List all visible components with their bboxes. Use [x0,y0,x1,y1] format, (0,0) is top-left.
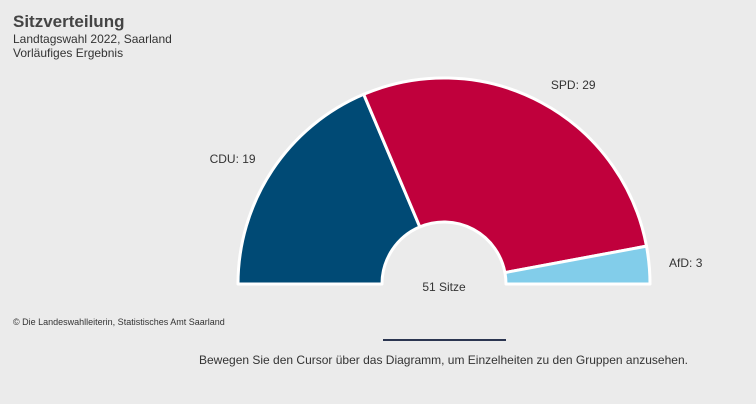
total-seats-label: 51 Sitze [422,280,466,294]
slice-spd[interactable] [362,76,648,275]
divider-line [383,339,506,341]
chart-subtitle-status: Vorläufiges Ergebnis [13,46,124,60]
slice-cdu[interactable] [236,92,422,286]
chart-title: Sitzverteilung [13,12,125,31]
chart-slices [236,76,652,286]
chart-labels: CDU: 19 SPD: 29 AfD: 3 [210,78,703,270]
hover-hint: Bewegen Sie den Cursor über das Diagramm… [199,353,688,367]
slice-afd[interactable] [503,244,652,286]
slice-label-afd: AfD: 3 [669,256,703,270]
source-credit: © Die Landeswahlleiterin, Statistisches … [13,317,225,327]
chart-subtitle: Landtagswahl 2022, Saarland [13,32,172,46]
slice-label-cdu: CDU: 19 [210,152,256,166]
slice-label-spd: SPD: 29 [551,78,596,92]
